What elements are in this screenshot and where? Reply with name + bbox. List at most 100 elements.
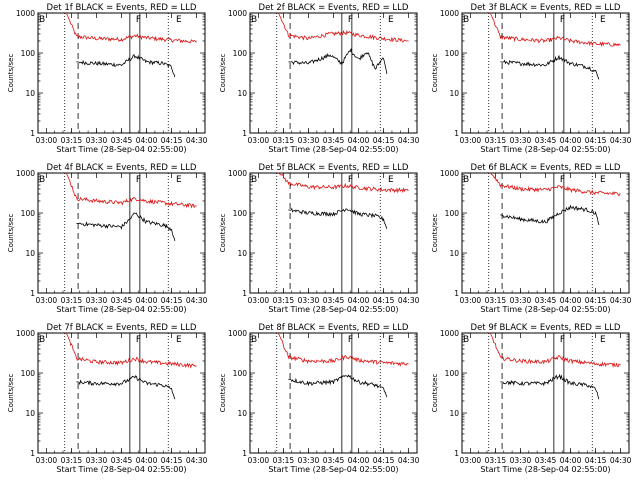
marker-f: F	[560, 15, 565, 25]
series-lld	[490, 332, 621, 368]
x-tick-label: 04:15	[585, 456, 607, 465]
marker-e: E	[176, 175, 182, 185]
y-tick-label: 1	[454, 129, 459, 138]
panel-title: Det 9f BLACK = Events, RED = LLD	[471, 323, 621, 333]
x-tick-label: 04:00	[136, 456, 158, 465]
y-tick-label: 10	[449, 89, 459, 98]
x-tick-label: 04:15	[373, 456, 395, 465]
x-tick-label: 04:00	[560, 296, 582, 305]
marker-b: B	[463, 15, 469, 25]
x-tick-label: 03:45	[535, 456, 557, 465]
marker-f: F	[348, 15, 353, 25]
x-tick-label: 03:30	[298, 296, 320, 305]
panel-title: Det 4f BLACK = Events, RED = LLD	[47, 163, 197, 173]
x-tick-label: 03:30	[86, 136, 108, 145]
x-tick-label: 04:15	[161, 136, 183, 145]
x-tick-label: 04:30	[186, 136, 208, 145]
det-panel-8: Det 8f BLACK = Events, RED = LLD 1 10 100 10…	[219, 323, 420, 474]
y-tick-label: 1000	[440, 9, 459, 18]
series-events	[500, 204, 600, 226]
det-panel-1: Det 1f BLACK = Events, RED = LLD 1 10 100 10…	[7, 3, 208, 154]
x-tick-label: 03:15	[273, 136, 295, 145]
x-axis-label: Start Time (28-Sep-04 02:55:00)	[480, 305, 610, 314]
series-lld	[278, 332, 409, 367]
x-tick-label: 03:30	[510, 136, 532, 145]
plot-frame	[461, 12, 630, 134]
y-tick-label: 1000	[228, 9, 247, 18]
x-tick-label: 03:15	[61, 136, 83, 145]
series-lld	[66, 332, 197, 369]
marker-e: E	[176, 15, 182, 25]
x-tick-label: 03:15	[273, 456, 295, 465]
y-tick-label: 1000	[16, 169, 35, 178]
marker-b: B	[39, 335, 45, 345]
y-tick-label: 10	[25, 89, 35, 98]
y-tick-label: 1000	[228, 329, 247, 338]
x-axis-label: Start Time (28-Sep-04 02:55:00)	[268, 305, 398, 314]
y-axis-label: Counts/sec	[219, 374, 227, 413]
marker-e: E	[176, 335, 182, 345]
y-tick-label: 100	[233, 49, 248, 58]
y-tick-label: 10	[237, 409, 247, 418]
x-tick-label: 03:00	[36, 136, 58, 145]
x-axis-label: Start Time (28-Sep-04 02:55:00)	[480, 465, 610, 474]
x-tick-label: 04:30	[186, 456, 208, 465]
series-events	[288, 207, 388, 230]
plot-frame	[37, 12, 206, 134]
x-tick-label: 03:15	[485, 136, 507, 145]
x-tick-label: 03:00	[460, 296, 482, 305]
plot-frame	[37, 172, 206, 294]
det-panel-7: Det 7f BLACK = Events, RED = LLD 1 10 100 10…	[7, 323, 208, 474]
x-tick-label: 04:00	[560, 136, 582, 145]
y-tick-label: 10	[237, 249, 247, 258]
y-tick-label: 100	[21, 369, 36, 378]
y-tick-label: 10	[449, 409, 459, 418]
y-tick-label: 1000	[16, 9, 35, 18]
x-tick-label: 04:30	[610, 136, 632, 145]
panel-title: Det 6f BLACK = Events, RED = LLD	[471, 163, 621, 173]
plot-frame	[249, 12, 418, 134]
y-tick-label: 1000	[440, 169, 459, 178]
series-events	[76, 375, 176, 400]
series-events	[76, 53, 176, 78]
y-axis-label: Counts/sec	[7, 214, 15, 253]
det-panel-9: Det 9f BLACK = Events, RED = LLD 1 10 100 10…	[431, 323, 632, 474]
x-tick-label: 03:45	[535, 136, 557, 145]
det-panel-4: Det 4f BLACK = Events, RED = LLD 1 10 100 10…	[7, 163, 208, 314]
det-panel-6: Det 6f BLACK = Events, RED = LLD 1 10 100 10…	[431, 163, 632, 314]
y-axis-label: Counts/sec	[431, 54, 439, 93]
marker-e: E	[388, 335, 394, 345]
panel-title: Det 3f BLACK = Events, RED = LLD	[471, 3, 621, 13]
x-tick-label: 03:00	[36, 296, 58, 305]
x-tick-label: 04:30	[186, 296, 208, 305]
x-tick-label: 03:45	[111, 136, 133, 145]
x-tick-label: 04:15	[585, 136, 607, 145]
y-tick-label: 1	[242, 449, 247, 458]
y-axis-label: Counts/sec	[431, 374, 439, 413]
x-tick-label: 04:15	[161, 456, 183, 465]
panel-title: Det 8f BLACK = Events, RED = LLD	[259, 323, 409, 333]
x-axis-label: Start Time (28-Sep-04 02:55:00)	[56, 465, 186, 474]
x-tick-label: 04:30	[610, 456, 632, 465]
x-tick-label: 03:30	[298, 456, 320, 465]
y-axis-label: Counts/sec	[219, 54, 227, 93]
marker-b: B	[463, 335, 469, 345]
x-tick-label: 04:15	[585, 296, 607, 305]
x-tick-label: 03:45	[535, 296, 557, 305]
x-tick-label: 03:15	[485, 456, 507, 465]
series-events	[500, 373, 600, 400]
x-tick-label: 03:30	[510, 296, 532, 305]
x-tick-label: 04:15	[161, 296, 183, 305]
series-lld	[278, 12, 409, 43]
x-axis-label: Start Time (28-Sep-04 02:55:00)	[268, 145, 398, 154]
y-tick-label: 1	[454, 289, 459, 298]
series-lld	[66, 12, 197, 44]
series-lld	[490, 172, 621, 197]
y-tick-label: 1	[242, 129, 247, 138]
x-axis-label: Start Time (28-Sep-04 02:55:00)	[56, 145, 186, 154]
x-tick-label: 03:30	[298, 136, 320, 145]
x-tick-label: 03:00	[36, 456, 58, 465]
x-tick-label: 03:15	[61, 296, 83, 305]
panel-title: Det 1f BLACK = Events, RED = LLD	[47, 3, 197, 13]
y-tick-label: 100	[445, 49, 460, 58]
